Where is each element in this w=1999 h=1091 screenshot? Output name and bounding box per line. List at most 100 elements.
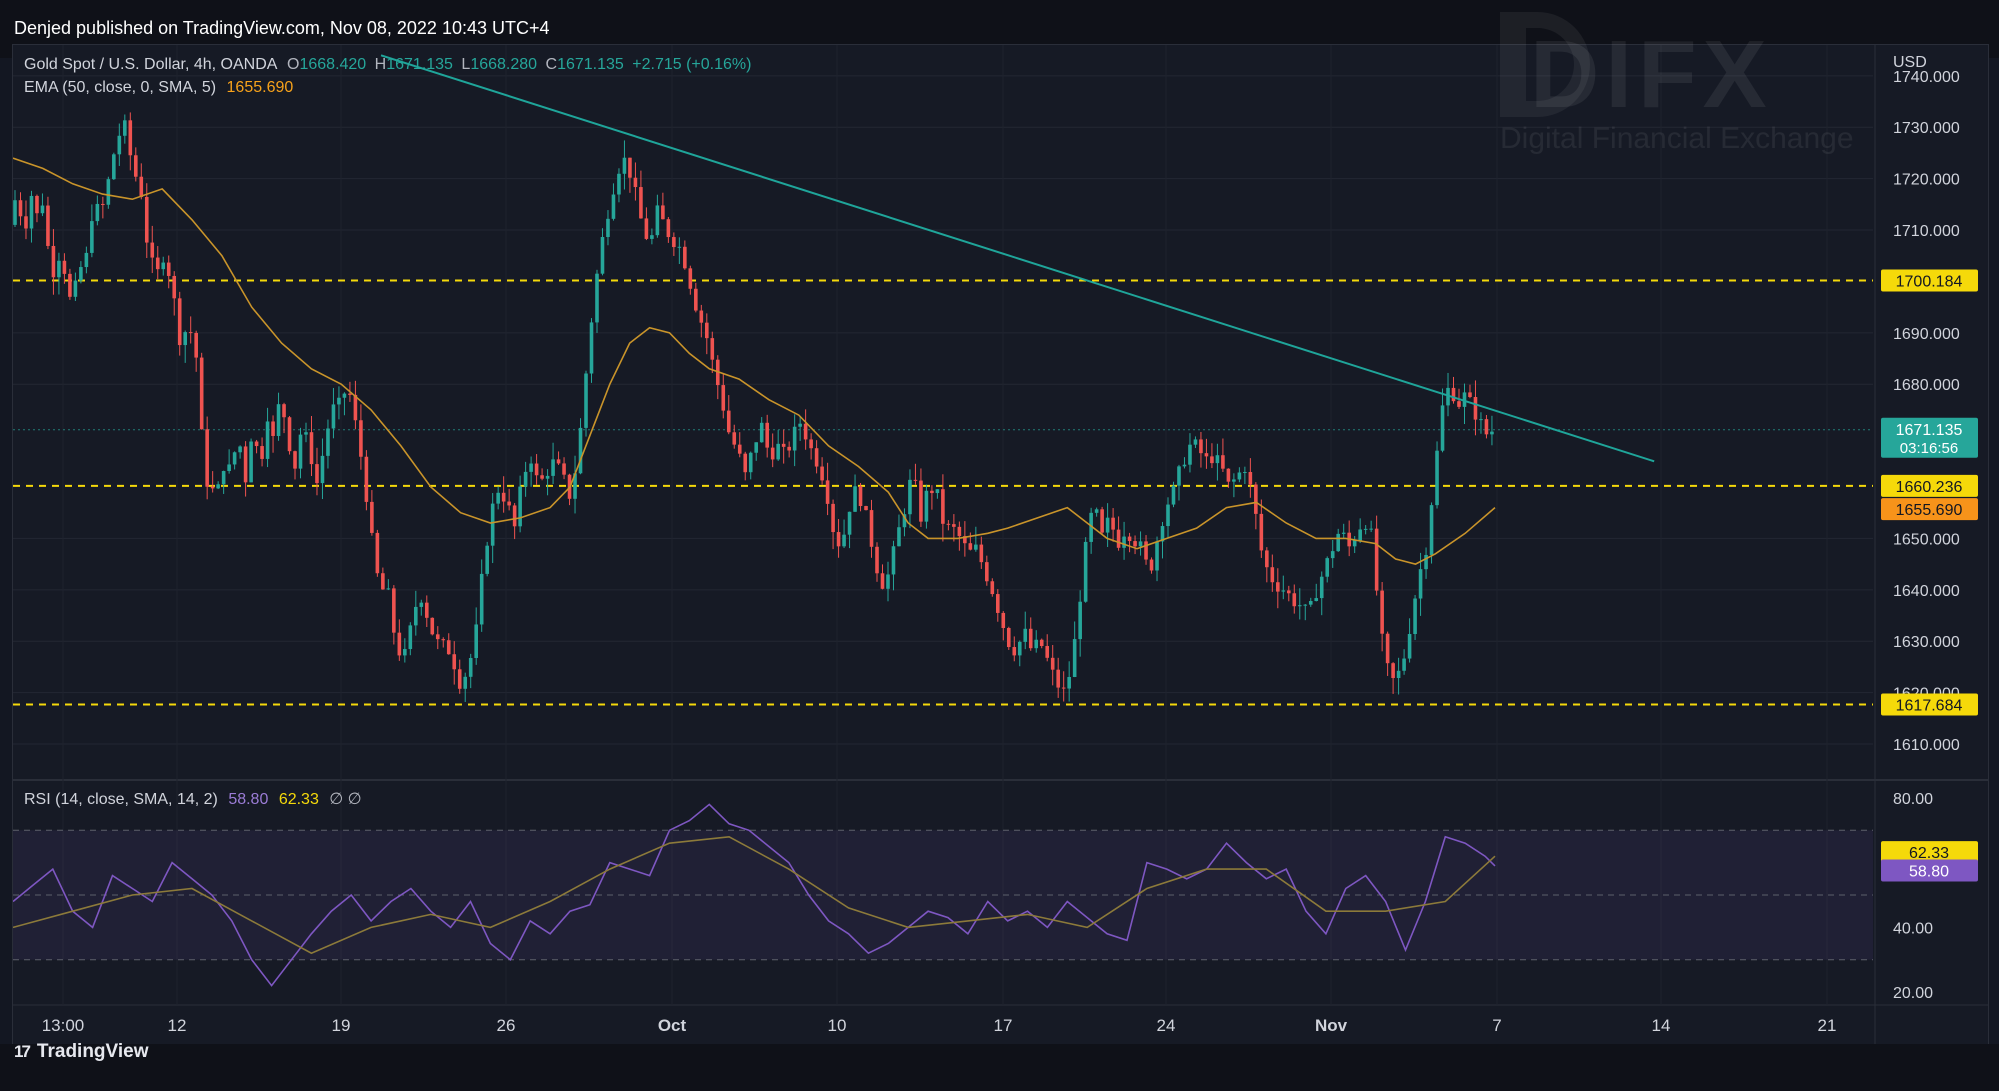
candle-up: [545, 475, 550, 479]
candle-up: [650, 235, 654, 239]
candle-down: [913, 479, 918, 481]
candle-down: [501, 492, 506, 502]
candle-down: [858, 486, 863, 507]
price-tick-label: 1640.000: [1893, 583, 1960, 600]
chart-panel[interactable]: USD 1740.000 1730.000 1720.000 1710.000 1690.…: [12, 44, 1989, 1046]
candle-down: [35, 195, 39, 214]
level-price-badge-bg: [1881, 269, 1978, 292]
candle-up: [1160, 526, 1165, 542]
candle-up: [1105, 517, 1110, 533]
candle-up: [902, 514, 907, 528]
candle-up: [1281, 590, 1286, 592]
candle-up: [1363, 528, 1368, 530]
candle-up: [1193, 439, 1198, 445]
candle-down: [381, 573, 385, 590]
candle-down: [194, 332, 198, 358]
candle-up: [1325, 558, 1330, 577]
candle-down: [370, 501, 374, 533]
ema-legend[interactable]: EMA (50, close, 0, SMA, 5) 1655.690: [24, 79, 293, 97]
candle-up: [1440, 405, 1445, 451]
rsi-ma-value: 62.33: [278, 791, 319, 808]
candle-down: [166, 262, 171, 276]
tradingview-logo[interactable]: 17 TradingView: [14, 1041, 149, 1063]
candle-up: [84, 252, 89, 268]
candle-down: [188, 332, 193, 334]
price-tick-label: 1650.000: [1893, 531, 1960, 548]
candle-up: [1078, 601, 1082, 640]
candle-down: [672, 237, 676, 248]
candle-down: [963, 536, 967, 544]
candle-down: [254, 441, 259, 447]
close-label: C: [545, 56, 558, 73]
last-price-badge-bg: [1881, 417, 1978, 458]
candle-down: [348, 393, 352, 395]
rsi-ma-badge: 62.33: [1909, 845, 1949, 862]
candle-up: [1297, 605, 1302, 607]
candle-down: [205, 429, 209, 487]
candle-up: [578, 427, 583, 474]
candle-down: [144, 196, 149, 243]
candle-down: [1221, 455, 1225, 469]
candle-down: [1391, 663, 1395, 679]
candle-down: [1473, 396, 1478, 420]
countdown-badge: 03:16:56: [1900, 440, 1958, 457]
candle-up: [798, 423, 802, 427]
candle-down: [18, 200, 23, 217]
rsi-legend[interactable]: RSI (14, close, SMA, 14, 2) 58.80 62.33 …: [24, 789, 362, 809]
candle-up: [304, 432, 308, 435]
candle-down: [177, 298, 182, 346]
candle-up: [1396, 670, 1401, 679]
candle-down: [1061, 687, 1066, 689]
level-price-badge: 1617.684: [1896, 698, 1963, 715]
time-tick-label: 24: [1157, 1016, 1176, 1035]
candle-up: [1138, 541, 1143, 547]
candle-up: [249, 441, 253, 483]
candle-down: [825, 480, 830, 504]
candle-up: [112, 154, 116, 180]
candle-down: [375, 532, 380, 574]
candle-up: [617, 173, 621, 195]
candle-down: [562, 463, 566, 475]
candle-up: [1402, 658, 1406, 671]
candle-up: [468, 657, 473, 677]
low-label: L: [461, 56, 471, 73]
candle-up: [1303, 604, 1308, 606]
candle-up: [320, 455, 325, 484]
candle-up: [622, 157, 627, 174]
candle-down: [666, 219, 671, 238]
candle-up: [1067, 676, 1071, 689]
candle-down: [710, 338, 715, 360]
level-price-badge-bg: [1881, 474, 1978, 497]
close-value: 1671.135: [557, 56, 624, 73]
difx-logo-icon: [1500, 12, 1590, 117]
candle-up: [886, 574, 890, 589]
footer-bar: [0, 1044, 1999, 1091]
ema-line: [12, 157, 1496, 565]
candle-down: [446, 640, 451, 655]
candle-up: [1122, 536, 1126, 548]
candle-down: [62, 260, 67, 274]
candle-up: [265, 421, 270, 459]
level-price-badge: 1660.236: [1896, 479, 1963, 496]
candle-down: [1210, 456, 1214, 464]
high-value: 1671.135: [386, 56, 453, 73]
price-tick-label: 1730.000: [1893, 120, 1960, 137]
currency-label: USD: [1893, 54, 1927, 71]
rsi-tick-label: 20.00: [1893, 985, 1933, 1002]
candle-up: [611, 194, 616, 219]
candle-down: [392, 588, 396, 633]
candle-down: [457, 669, 462, 689]
tradingview-mark-icon: 17: [14, 1042, 31, 1061]
candle-up: [518, 486, 522, 527]
rsi-value: 58.80: [228, 791, 269, 808]
candle-down: [128, 120, 133, 156]
candle-up: [95, 203, 100, 222]
price-legend[interactable]: Gold Spot / U.S. Dollar, 4h, OANDA O1668…: [24, 56, 751, 74]
low-value: 1668.280: [470, 56, 538, 73]
candle-up: [1237, 472, 1242, 480]
candle-down: [172, 275, 177, 299]
candle-up: [1314, 598, 1319, 602]
price-tick-label: 1710.000: [1893, 223, 1960, 240]
candle-down: [101, 203, 105, 205]
